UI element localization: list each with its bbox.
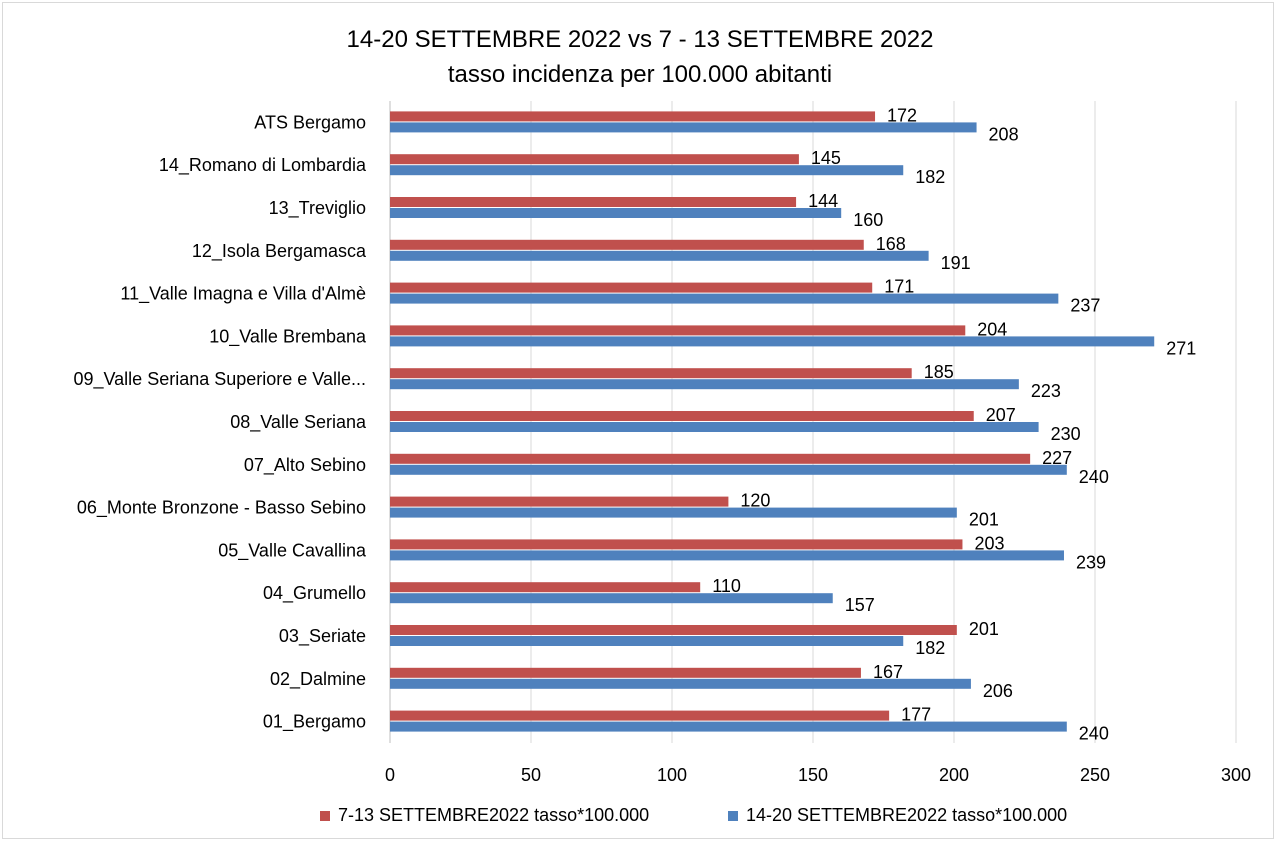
category-label-10: 05_Valle Cavallina	[218, 540, 367, 561]
data-label-series-2-13: 206	[983, 681, 1013, 701]
x-tick-label-6: 300	[1221, 765, 1251, 785]
data-label-series-2-8: 240	[1079, 467, 1109, 487]
x-tick-label-0: 0	[385, 765, 395, 785]
bar-series-1-13	[390, 667, 861, 678]
x-tick-label-4: 200	[939, 765, 969, 785]
bar-series-2-2	[390, 208, 842, 218]
bar-series-1-3	[390, 239, 864, 250]
data-label-series-1-4: 171	[884, 277, 914, 297]
bar-series-1-1	[390, 154, 799, 165]
data-label-series-2-12: 182	[915, 638, 945, 658]
data-label-series-2-5: 271	[1166, 338, 1196, 358]
bar-series-2-7	[390, 422, 1039, 432]
bar-series-1-5	[390, 325, 966, 336]
bar-series-1-9	[390, 496, 729, 507]
category-label-7: 08_Valle Seriana	[230, 412, 367, 433]
legend-label-series-1: 7-13 SETTEMBRE2022 tasso*100.000	[338, 805, 650, 825]
bar-series-1-8	[390, 453, 1031, 464]
bar-series-1-6	[390, 368, 912, 379]
category-label-2: 13_Treviglio	[269, 198, 366, 219]
data-label-series-2-1: 182	[915, 167, 945, 187]
data-label-series-2-0: 208	[989, 124, 1019, 144]
data-label-series-1-10: 203	[974, 533, 1004, 553]
data-label-series-1-13: 167	[873, 662, 903, 682]
category-label-9: 06_Monte Bronzone - Basso Sebino	[77, 498, 366, 519]
bar-series-2-14	[390, 721, 1067, 732]
bar-series-2-13	[390, 678, 971, 689]
bar-series-2-5	[390, 336, 1155, 347]
bar-series-2-4	[390, 293, 1059, 304]
data-label-series-1-6: 185	[924, 362, 954, 382]
bar-series-1-2	[390, 197, 797, 207]
data-label-series-1-0: 172	[887, 105, 917, 125]
data-label-series-2-3: 191	[941, 253, 971, 273]
category-label-4: 11_Valle Imagna e Villa d'Almè	[120, 284, 366, 305]
category-label-5: 10_Valle Brembana	[209, 326, 367, 347]
data-label-series-1-11: 110	[712, 576, 741, 596]
data-label-series-2-4: 237	[1070, 296, 1100, 316]
chart-subtitle: tasso incidenza per 100.000 abitanti	[447, 61, 833, 88]
data-label-series-1-2: 144	[808, 191, 838, 211]
bar-series-1-0	[390, 111, 876, 122]
chart-title: 14-20 SETTEMBRE 2022 vs 7 - 13 SETTEMBRE…	[346, 26, 934, 53]
bar-series-2-12	[390, 636, 904, 646]
x-tick-label-1: 50	[521, 765, 541, 785]
category-label-8: 07_Alto Sebino	[244, 455, 366, 476]
category-label-12: 03_Seriate	[279, 626, 366, 647]
bar-series-1-14	[390, 710, 890, 721]
bar-series-1-4	[390, 282, 873, 293]
x-tick-label-2: 100	[657, 765, 687, 785]
data-label-series-2-6: 223	[1031, 381, 1061, 401]
data-label-series-2-9: 201	[969, 510, 999, 530]
bar-series-2-10	[390, 550, 1064, 561]
data-label-series-1-5: 204	[977, 319, 1007, 339]
bar-series-1-12	[390, 625, 957, 635]
data-label-series-1-12: 201	[969, 619, 999, 639]
bar-series-2-9	[390, 507, 957, 518]
category-label-6: 09_Valle Seriana Superiore e Valle...	[73, 369, 366, 390]
category-label-11: 04_Grumello	[263, 583, 366, 604]
category-label-13: 02_Dalmine	[270, 669, 366, 690]
data-label-series-1-7: 207	[986, 405, 1016, 425]
bar-series-1-11	[390, 582, 701, 593]
bar-series-2-8	[390, 464, 1067, 475]
data-label-series-2-10: 239	[1076, 552, 1106, 572]
legend-label-series-2: 14-20 SETTEMBRE2022 tasso*100.000	[746, 805, 1068, 825]
legend-swatch-series-1	[320, 810, 330, 821]
data-label-series-1-8: 227	[1042, 448, 1072, 468]
x-tick-label-3: 150	[798, 765, 828, 785]
x-tick-label-5: 250	[1080, 765, 1110, 785]
legend-swatch-series-2	[728, 810, 738, 821]
bar-series-2-1	[390, 165, 904, 176]
data-label-series-2-11: 157	[845, 595, 875, 615]
data-label-series-1-1: 145	[811, 148, 841, 168]
category-label-3: 12_Isola Bergamasca	[192, 241, 367, 262]
legend-item-series-2: 14-20 SETTEMBRE2022 tasso*100.000	[728, 805, 1067, 826]
data-label-series-2-7: 230	[1051, 424, 1081, 444]
data-label-series-2-2: 160	[853, 210, 883, 230]
bar-series-2-3	[390, 250, 929, 261]
category-label-14: 01_Bergamo	[263, 712, 366, 733]
category-label-0: ATS Bergamo	[254, 112, 366, 132]
legend-item-series-1: 7-13 SETTEMBRE2022 tasso*100.000	[320, 805, 649, 826]
bar-series-2-11	[390, 593, 833, 604]
bar-series-2-6	[390, 379, 1019, 390]
category-label-1: 14_Romano di Lombardia	[159, 155, 367, 176]
bar-series-1-10	[390, 539, 963, 550]
data-label-series-2-14: 240	[1079, 724, 1109, 744]
chart-legend: 7-13 SETTEMBRE2022 tasso*100.000 14-20 S…	[0, 805, 1280, 829]
data-label-series-1-14: 177	[901, 705, 931, 725]
bar-series-2-0	[390, 122, 977, 133]
data-label-series-1-3: 168	[876, 234, 906, 254]
bar-series-1-7	[390, 411, 974, 421]
data-label-series-1-9: 120	[740, 491, 770, 511]
